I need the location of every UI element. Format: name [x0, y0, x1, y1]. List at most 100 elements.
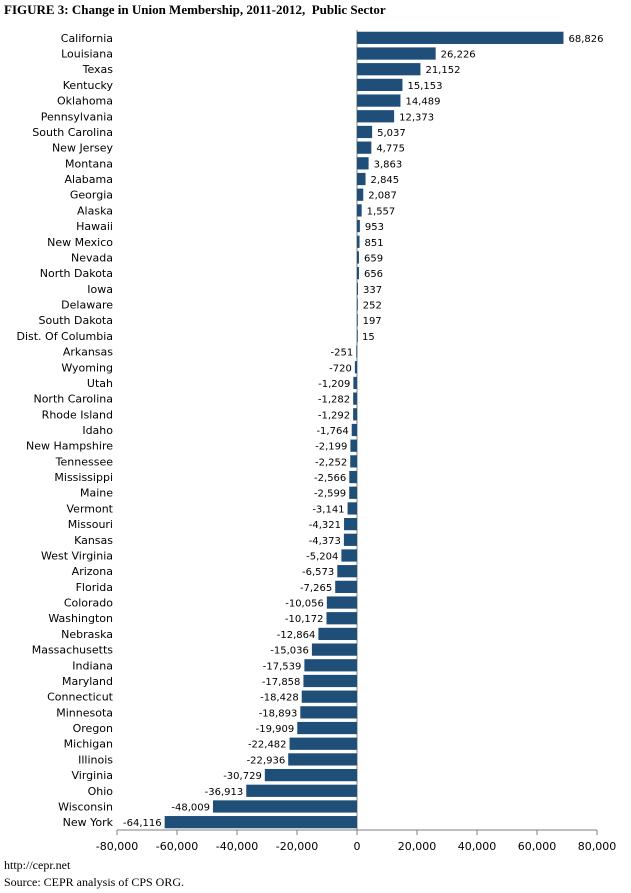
data-label: 15	[362, 332, 375, 343]
bar-25	[353, 408, 357, 421]
category-label: Maine	[80, 487, 113, 500]
category-label: Hawaii	[76, 220, 113, 233]
data-label: 15,153	[407, 81, 442, 92]
x-tick-label: 80,000	[578, 840, 617, 853]
bar-51	[164, 816, 357, 829]
category-label: Montana	[65, 157, 113, 170]
bar-38	[326, 612, 357, 625]
category-label: California	[61, 32, 113, 45]
bar-24	[353, 392, 357, 405]
category-label: Utah	[87, 377, 113, 390]
category-label: New Mexico	[47, 236, 113, 249]
data-label: -12,864	[277, 630, 316, 641]
bar-32	[344, 518, 357, 531]
bar-36	[335, 580, 357, 593]
bar-49	[246, 784, 357, 797]
bar-43	[301, 690, 357, 703]
category-label: Wyoming	[61, 361, 113, 374]
category-label: Oklahoma	[57, 95, 113, 108]
data-label: -48,009	[171, 802, 210, 813]
bar-4	[357, 78, 403, 92]
data-label: 659	[364, 253, 383, 264]
bar-8	[357, 141, 372, 154]
category-label: Kentucky	[63, 79, 114, 92]
category-label: Arkansas	[63, 346, 113, 359]
data-label: -36,913	[205, 787, 244, 798]
bar-46	[289, 737, 357, 750]
data-label: -2,566	[314, 473, 346, 484]
category-label: Nebraska	[61, 628, 113, 641]
category-label: Connecticut	[47, 691, 114, 704]
bar-33	[343, 533, 357, 546]
category-label: Idaho	[82, 424, 113, 437]
category-label: Alabama	[64, 173, 113, 186]
data-label: 3,863	[374, 159, 403, 170]
data-label: 656	[364, 269, 383, 280]
bar-21	[356, 345, 358, 358]
x-tick-label: 0	[354, 840, 361, 853]
data-label: 851	[365, 238, 384, 249]
category-label: Tennessee	[55, 455, 114, 468]
category-label: Georgia	[70, 189, 113, 202]
category-label: Illinois	[78, 753, 113, 766]
category-label: Dist. Of Columbia	[16, 330, 113, 343]
bar-39	[318, 627, 357, 641]
bar-29	[349, 470, 357, 484]
data-label: 197	[363, 316, 382, 327]
data-label: 1,557	[367, 206, 396, 217]
data-label: -15,036	[270, 646, 309, 657]
bar-5	[357, 94, 401, 107]
data-label: -19,909	[256, 724, 295, 735]
bar-2	[357, 47, 436, 60]
data-label: -2,199	[315, 442, 347, 453]
category-label: West Virginia	[41, 549, 113, 562]
bar-35	[337, 565, 357, 578]
category-label: Indiana	[72, 659, 113, 672]
bar-3	[357, 63, 421, 76]
source-url: http://cepr.net	[4, 858, 71, 872]
category-label: Pennsylvania	[41, 110, 113, 123]
bar-41	[304, 659, 357, 672]
data-label: 2,087	[368, 191, 397, 202]
category-label: Arizona	[72, 565, 113, 578]
category-label: South Dakota	[39, 314, 113, 327]
bar-10	[357, 172, 366, 186]
data-label: -18,893	[259, 708, 298, 719]
chart-title: FIGURE 3: Change in Union Membership, 20…	[4, 2, 386, 17]
data-label: -17,539	[263, 661, 302, 672]
bar-44	[300, 706, 357, 719]
data-label: 21,152	[425, 65, 460, 76]
bar-13	[357, 219, 360, 233]
data-label: -7,265	[300, 583, 332, 594]
data-label: -5,204	[306, 551, 338, 562]
data-label: -17,858	[262, 677, 301, 688]
bar-27	[350, 439, 357, 452]
x-tick-label: 40,000	[458, 840, 497, 853]
data-label: -30,729	[223, 771, 262, 782]
category-label: Nevada	[71, 251, 113, 264]
data-label: -2,252	[315, 457, 347, 468]
category-label: Ohio	[88, 785, 114, 798]
data-label: -251	[331, 348, 354, 359]
category-label: Michigan	[64, 738, 113, 751]
bar-48	[264, 768, 357, 782]
category-label: New Hampshire	[26, 440, 113, 453]
bar-40	[311, 643, 357, 656]
bar-14	[357, 235, 360, 248]
data-label: -10,056	[285, 599, 324, 610]
bar-45	[297, 721, 357, 735]
bar-30	[349, 486, 357, 499]
x-tick-label: 60,000	[518, 840, 557, 853]
bar-19	[357, 314, 358, 327]
bar-16	[357, 267, 359, 280]
category-label: Colorado	[64, 597, 113, 610]
x-tick-label: -40,000	[216, 840, 258, 853]
category-label: Oregon	[73, 722, 113, 735]
data-label: -4,373	[309, 536, 341, 547]
bar-37	[326, 596, 357, 609]
category-label: Virginia	[72, 769, 113, 782]
bar-34	[341, 549, 357, 562]
source-note: Source: CEPR analysis of CPS ORG.	[4, 875, 185, 889]
data-label: 5,037	[377, 128, 406, 139]
